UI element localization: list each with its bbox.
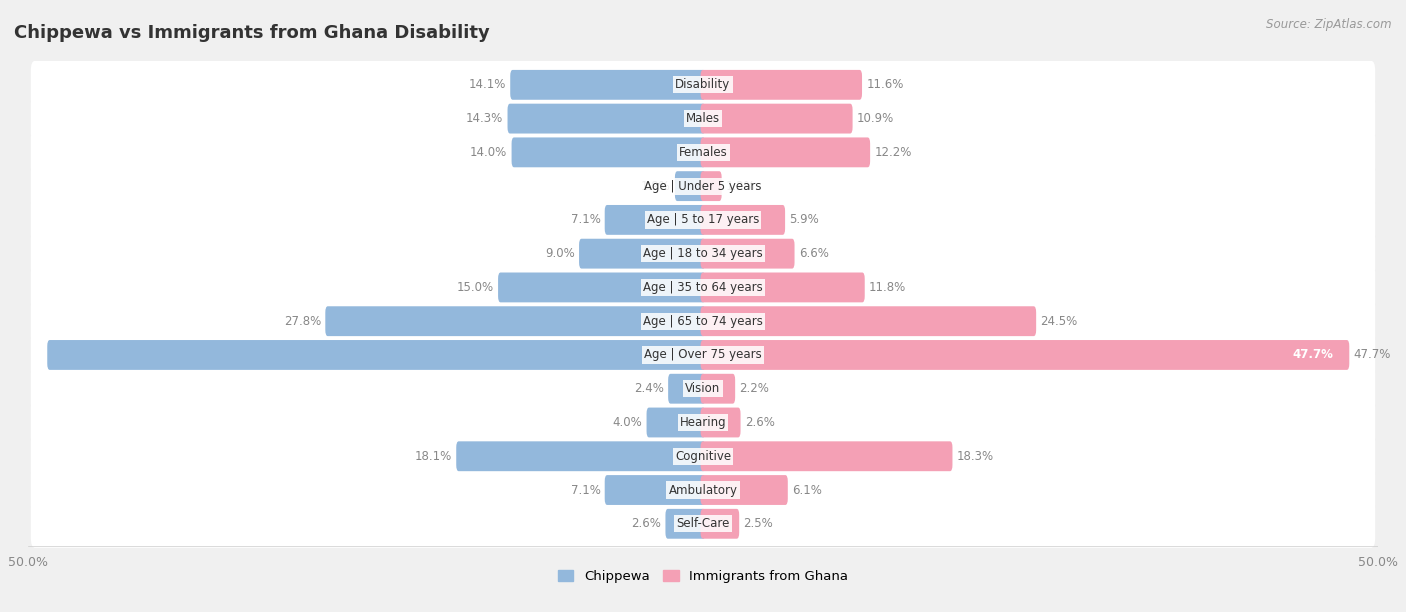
Text: 1.2%: 1.2% bbox=[725, 180, 756, 193]
FancyBboxPatch shape bbox=[31, 61, 1375, 109]
FancyBboxPatch shape bbox=[31, 466, 1375, 514]
FancyBboxPatch shape bbox=[31, 500, 1375, 548]
FancyBboxPatch shape bbox=[700, 70, 862, 100]
Text: 15.0%: 15.0% bbox=[457, 281, 494, 294]
Text: 7.1%: 7.1% bbox=[571, 214, 600, 226]
FancyBboxPatch shape bbox=[31, 129, 1375, 176]
FancyBboxPatch shape bbox=[700, 408, 741, 438]
FancyBboxPatch shape bbox=[508, 103, 706, 133]
Text: Chippewa vs Immigrants from Ghana Disability: Chippewa vs Immigrants from Ghana Disabi… bbox=[14, 24, 489, 42]
FancyBboxPatch shape bbox=[48, 340, 706, 370]
Legend: Chippewa, Immigrants from Ghana: Chippewa, Immigrants from Ghana bbox=[553, 565, 853, 588]
Text: Vision: Vision bbox=[685, 382, 721, 395]
Text: 27.8%: 27.8% bbox=[284, 315, 321, 327]
Text: 9.0%: 9.0% bbox=[546, 247, 575, 260]
Text: 18.3%: 18.3% bbox=[956, 450, 994, 463]
FancyBboxPatch shape bbox=[605, 205, 706, 235]
Text: Self-Care: Self-Care bbox=[676, 517, 730, 530]
FancyBboxPatch shape bbox=[700, 138, 870, 167]
Text: 24.5%: 24.5% bbox=[1040, 315, 1077, 327]
FancyBboxPatch shape bbox=[700, 475, 787, 505]
FancyBboxPatch shape bbox=[498, 272, 706, 302]
FancyBboxPatch shape bbox=[512, 138, 706, 167]
FancyBboxPatch shape bbox=[700, 239, 794, 269]
Text: 6.6%: 6.6% bbox=[799, 247, 828, 260]
FancyBboxPatch shape bbox=[31, 162, 1375, 210]
FancyBboxPatch shape bbox=[700, 272, 865, 302]
Text: Age | 18 to 34 years: Age | 18 to 34 years bbox=[643, 247, 763, 260]
Text: 14.0%: 14.0% bbox=[470, 146, 508, 159]
Text: Ambulatory: Ambulatory bbox=[668, 483, 738, 496]
FancyBboxPatch shape bbox=[675, 171, 706, 201]
FancyBboxPatch shape bbox=[510, 70, 706, 100]
Text: 10.9%: 10.9% bbox=[856, 112, 894, 125]
Text: 5.9%: 5.9% bbox=[789, 214, 820, 226]
FancyBboxPatch shape bbox=[700, 205, 785, 235]
FancyBboxPatch shape bbox=[31, 297, 1375, 345]
Text: 2.6%: 2.6% bbox=[745, 416, 775, 429]
Text: Cognitive: Cognitive bbox=[675, 450, 731, 463]
Text: Age | Over 75 years: Age | Over 75 years bbox=[644, 348, 762, 362]
FancyBboxPatch shape bbox=[665, 509, 706, 539]
Text: 14.3%: 14.3% bbox=[465, 112, 503, 125]
Text: Males: Males bbox=[686, 112, 720, 125]
FancyBboxPatch shape bbox=[647, 408, 706, 438]
FancyBboxPatch shape bbox=[700, 509, 740, 539]
FancyBboxPatch shape bbox=[325, 306, 706, 336]
Text: Age | 65 to 74 years: Age | 65 to 74 years bbox=[643, 315, 763, 327]
Text: 11.8%: 11.8% bbox=[869, 281, 907, 294]
Text: 2.6%: 2.6% bbox=[631, 517, 661, 530]
Text: 47.7%: 47.7% bbox=[1292, 348, 1333, 362]
Text: 4.0%: 4.0% bbox=[613, 416, 643, 429]
Text: 14.1%: 14.1% bbox=[468, 78, 506, 91]
FancyBboxPatch shape bbox=[700, 441, 952, 471]
FancyBboxPatch shape bbox=[31, 196, 1375, 244]
FancyBboxPatch shape bbox=[605, 475, 706, 505]
FancyBboxPatch shape bbox=[700, 103, 852, 133]
Text: Age | 5 to 17 years: Age | 5 to 17 years bbox=[647, 214, 759, 226]
FancyBboxPatch shape bbox=[31, 95, 1375, 143]
Text: 6.1%: 6.1% bbox=[792, 483, 823, 496]
Text: 1.9%: 1.9% bbox=[641, 180, 671, 193]
Text: Source: ZipAtlas.com: Source: ZipAtlas.com bbox=[1267, 18, 1392, 31]
FancyBboxPatch shape bbox=[31, 230, 1375, 278]
Text: Age | Under 5 years: Age | Under 5 years bbox=[644, 180, 762, 193]
FancyBboxPatch shape bbox=[668, 374, 706, 404]
FancyBboxPatch shape bbox=[31, 331, 1375, 379]
Text: 11.6%: 11.6% bbox=[866, 78, 904, 91]
FancyBboxPatch shape bbox=[31, 365, 1375, 412]
Text: Hearing: Hearing bbox=[679, 416, 727, 429]
FancyBboxPatch shape bbox=[31, 398, 1375, 447]
Text: 47.7%: 47.7% bbox=[1354, 348, 1391, 362]
FancyBboxPatch shape bbox=[31, 432, 1375, 480]
FancyBboxPatch shape bbox=[700, 171, 721, 201]
Text: 2.4%: 2.4% bbox=[634, 382, 664, 395]
Text: 18.1%: 18.1% bbox=[415, 450, 451, 463]
FancyBboxPatch shape bbox=[579, 239, 706, 269]
Text: 2.2%: 2.2% bbox=[740, 382, 769, 395]
FancyBboxPatch shape bbox=[31, 263, 1375, 312]
Text: 12.2%: 12.2% bbox=[875, 146, 912, 159]
Text: Females: Females bbox=[679, 146, 727, 159]
Text: 7.1%: 7.1% bbox=[571, 483, 600, 496]
FancyBboxPatch shape bbox=[700, 374, 735, 404]
FancyBboxPatch shape bbox=[700, 340, 1350, 370]
Text: Age | 35 to 64 years: Age | 35 to 64 years bbox=[643, 281, 763, 294]
FancyBboxPatch shape bbox=[700, 306, 1036, 336]
FancyBboxPatch shape bbox=[456, 441, 706, 471]
Text: 2.5%: 2.5% bbox=[744, 517, 773, 530]
Text: Disability: Disability bbox=[675, 78, 731, 91]
